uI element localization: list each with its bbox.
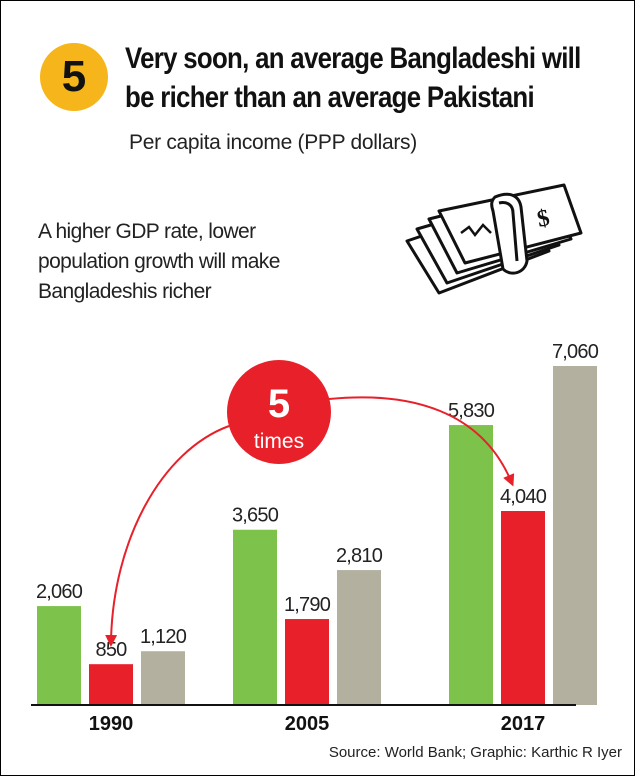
number-badge: 5 (40, 43, 108, 111)
value-label-2017-series-3: 7,060 (552, 341, 599, 363)
banknotes-with-dollar-icon: $ (405, 183, 583, 295)
note-line-3: Bangladeshis richer (38, 280, 212, 303)
arrow-to-2017 (328, 396, 515, 487)
headline-line-2: be richer than an average Pakistani (125, 81, 535, 114)
arrow-to-1990 (105, 425, 230, 647)
category-labels-layer: 1990 2005 2017 (89, 713, 546, 735)
value-label-2005-series-1: 3,650 (232, 505, 279, 527)
value-label-2017-series-1: 5,830 (448, 400, 495, 422)
headline: Very soon, an average Bangladeshi will b… (125, 39, 581, 117)
source-credit: Source: World Bank; Graphic: Karthic R I… (328, 744, 622, 761)
bar-1990-series-1 (37, 606, 81, 705)
bar-2005-series-2 (285, 619, 329, 705)
callout-label: times (254, 430, 304, 453)
category-label-2017: 2017 (501, 713, 546, 735)
headline-line-1: Very soon, an average Bangladeshi will (125, 42, 581, 75)
explanatory-note: A higher GDP rate, lower population grow… (38, 217, 328, 307)
bar-1990-series-2 (89, 664, 133, 705)
category-label-2005: 2005 (285, 713, 330, 735)
callout-circle (227, 360, 331, 464)
bar-2005-series-1 (233, 529, 277, 705)
value-label-1990-series-3: 1,120 (140, 626, 187, 648)
note-line-2: population growth will make (38, 250, 280, 273)
bar-1990-series-3 (141, 651, 185, 705)
bars-layer (37, 366, 597, 705)
five-times-callout: 5 times (227, 360, 331, 464)
chart-subtitle: Per capita income (PPP dollars) (129, 131, 417, 154)
value-label-1990-series-2: 850 (96, 639, 128, 661)
bar-2017-series-1 (449, 425, 493, 705)
value-labels-layer: 2,060 850 1,120 3,650 1,790 2,810 5,830 4,040 7,… (36, 341, 600, 661)
note-line-1: A higher GDP rate, lower (38, 220, 256, 243)
value-label-2017-series-2: 4,040 (500, 486, 547, 508)
category-label-1990: 1990 (89, 713, 134, 735)
value-label-2005-series-3: 2,810 (336, 545, 383, 567)
bar-2005-series-3 (337, 570, 381, 705)
value-label-2005-series-2: 1,790 (284, 594, 331, 616)
badge-number: 5 (61, 52, 87, 101)
callout-number: 5 (268, 382, 290, 426)
value-label-1990-series-1: 2,060 (36, 581, 83, 603)
bar-2017-series-2 (501, 511, 545, 705)
svg-text:$: $ (535, 205, 552, 233)
bar-2017-series-3 (553, 366, 597, 705)
